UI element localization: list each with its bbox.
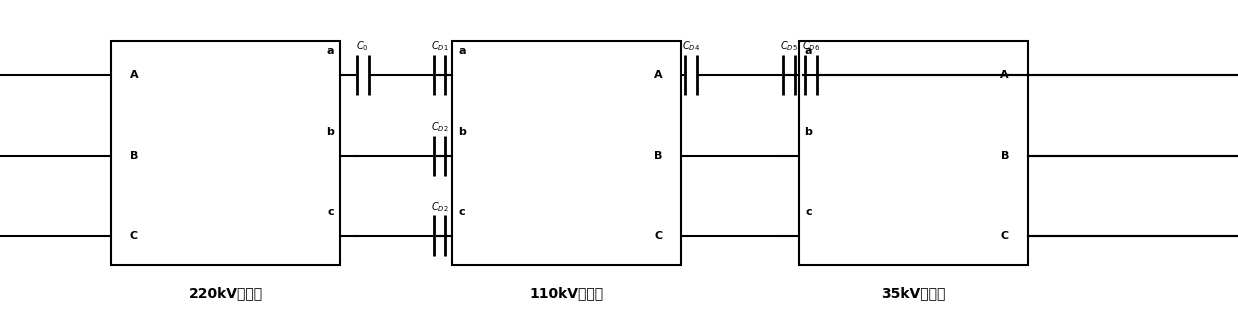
Text: a: a bbox=[327, 46, 334, 56]
Text: $C_{D4}$: $C_{D4}$ bbox=[682, 39, 699, 53]
Text: B: B bbox=[1000, 151, 1009, 161]
Text: 35kV变压器: 35kV变压器 bbox=[881, 286, 945, 300]
Bar bbox=[452, 41, 681, 265]
Text: B: B bbox=[130, 151, 139, 161]
Text: c: c bbox=[458, 207, 465, 217]
Text: C: C bbox=[130, 231, 139, 241]
Text: C: C bbox=[1000, 231, 1009, 241]
Bar bbox=[799, 41, 1028, 265]
Text: B: B bbox=[654, 151, 662, 161]
Text: b: b bbox=[805, 127, 812, 137]
Text: $C_{0}$: $C_{0}$ bbox=[357, 39, 369, 53]
Text: c: c bbox=[327, 207, 334, 217]
Text: A: A bbox=[654, 70, 662, 80]
Text: C: C bbox=[654, 231, 662, 241]
Text: $C_{D6}$: $C_{D6}$ bbox=[802, 39, 820, 53]
Text: 220kV变压器: 220kV变压器 bbox=[189, 286, 262, 300]
Text: b: b bbox=[458, 127, 465, 137]
Text: $C_{D2}$: $C_{D2}$ bbox=[431, 200, 448, 214]
Text: $C_{D5}$: $C_{D5}$ bbox=[780, 39, 797, 53]
Text: b: b bbox=[327, 127, 334, 137]
Text: 110kV变压器: 110kV变压器 bbox=[530, 286, 603, 300]
Text: c: c bbox=[805, 207, 812, 217]
Text: $C_{D1}$: $C_{D1}$ bbox=[431, 39, 448, 53]
Text: A: A bbox=[130, 70, 139, 80]
Text: A: A bbox=[1000, 70, 1009, 80]
Text: a: a bbox=[805, 46, 812, 56]
Text: $C_{D2}$: $C_{D2}$ bbox=[431, 120, 448, 134]
Text: a: a bbox=[458, 46, 465, 56]
Bar bbox=[111, 41, 340, 265]
